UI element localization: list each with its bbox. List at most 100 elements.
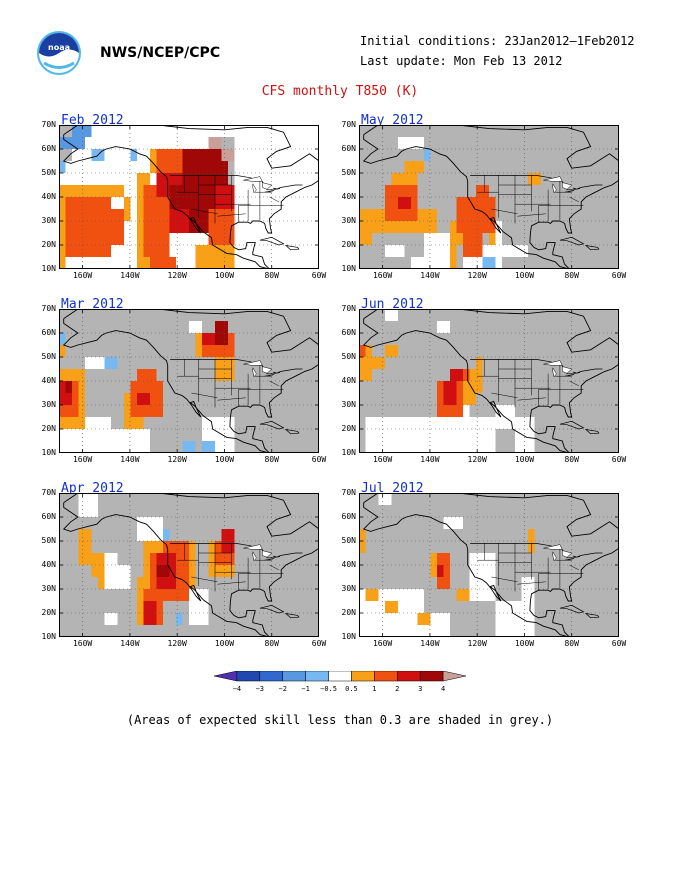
anomaly-cell-n05 (182, 441, 196, 453)
lat-tick-label: 50N (341, 352, 356, 361)
lat-tick-label: 60N (41, 328, 56, 337)
anomaly-cell-p05 (137, 221, 144, 269)
great-lake (262, 550, 273, 558)
great-lake (264, 190, 275, 193)
anomaly-cell-white (117, 565, 131, 589)
lat-tick-label: 40N (341, 560, 356, 569)
map-plot-jun (359, 309, 619, 453)
anomaly-cell-white (515, 417, 535, 453)
lat-tick-label: 30N (341, 400, 356, 409)
anomaly-cell-p2 (437, 565, 444, 577)
state-boundary (269, 564, 279, 571)
state-boundary (269, 380, 279, 387)
anomaly-cell-p05 (78, 529, 92, 565)
anomaly-cell-p3 (156, 565, 170, 577)
anomaly-cell-n05 (59, 161, 66, 173)
great-lake (243, 544, 263, 550)
panel-may: May 2012 70N 60N 50N 40N 30N 20N 10N 160W 140W 12… (342, 113, 629, 293)
national-border (470, 359, 603, 375)
coastline (62, 309, 319, 453)
legend-tick-label: −1 (301, 685, 309, 693)
anomaly-cell-n1 (59, 137, 72, 149)
great-lake (552, 366, 557, 378)
state-boundary (191, 576, 218, 583)
anomaly-cell-n05 (59, 333, 66, 345)
state-boundary (217, 581, 246, 585)
anomaly-cell-n05 (424, 149, 431, 161)
coastline (62, 125, 319, 269)
cuba-outline (559, 420, 585, 430)
legend-swatch (236, 671, 261, 682)
anomaly-cell-p05 (359, 233, 372, 245)
anomaly-cell-white (437, 321, 450, 333)
anomaly-cell-p1 (359, 345, 366, 357)
lon-tick-label: 60W (611, 271, 627, 280)
national-border (170, 175, 303, 191)
lat-tick-label: 50N (41, 352, 56, 361)
state-boundary (491, 208, 518, 215)
lon-tick-label: 160W (372, 271, 393, 280)
lat-tick-label: 70N (41, 120, 56, 129)
lat-tick-label: 20N (41, 424, 56, 433)
great-lake (562, 550, 573, 558)
state-boundary (269, 196, 279, 203)
anomaly-cell-n1 (85, 125, 92, 137)
panel-mar: Mar 2012 70N 60N 50N 40N 30N 20N 10N 160W 140W 12… (42, 297, 329, 477)
lat-tick-label: 60N (341, 512, 356, 521)
figure-title: CFS monthly T850 (K) (261, 84, 419, 99)
great-lake (572, 187, 581, 190)
anomaly-cell-white (385, 245, 405, 257)
anomaly-cell-p1 (111, 209, 124, 245)
lat-tick-label: 50N (41, 168, 56, 177)
lat-tick-label: 30N (41, 216, 56, 225)
lon-tick-label: 120W (167, 271, 187, 280)
lon-tick-label: 160W (72, 639, 93, 648)
lat-tick-label: 70N (341, 120, 356, 129)
lat-tick-label: 70N (341, 304, 356, 313)
lon-tick-label: 100W (514, 639, 535, 648)
legend-tick-label: 2 (395, 685, 399, 693)
national-border (170, 359, 303, 375)
cuba-outline (259, 420, 285, 430)
anomaly-cell-p3 (208, 173, 228, 185)
last-update: Last update: Mon Feb 13 2012 (360, 54, 563, 68)
legend-swatch (442, 671, 467, 682)
legend-tick-label: −2 (279, 685, 287, 693)
legend-swatch (374, 671, 398, 682)
legend-tick-label: 4 (441, 685, 445, 693)
national-border (470, 543, 603, 559)
lon-tick-label: 140W (120, 455, 140, 464)
anomaly-cell-p1 (208, 209, 235, 245)
lon-tick-label: 120W (467, 455, 487, 464)
anomaly-cell-n1 (72, 125, 85, 149)
cuba-outline (259, 236, 285, 246)
anomaly-cell-p05 (124, 197, 131, 221)
anomaly-cell-white (424, 233, 450, 269)
anomaly-cell-white (378, 493, 392, 505)
map-plot-feb (59, 125, 319, 269)
coastline (62, 493, 319, 637)
state-boundary (517, 397, 546, 401)
lon-tick-label: 100W (214, 455, 235, 464)
panel-jul: Jul 2012 70N 60N 50N 40N 30N 20N 10N 160W 140W 12… (342, 481, 629, 661)
lon-tick-label: 60W (611, 639, 627, 648)
anomaly-cell-p05 (417, 613, 431, 625)
lon-tick-label: 160W (72, 455, 93, 464)
noaa-logo: noaa (37, 31, 81, 75)
great-lake (572, 555, 581, 558)
lat-tick-label: 30N (341, 216, 356, 225)
great-lake (272, 555, 281, 558)
lat-tick-label: 40N (341, 192, 356, 201)
map-plot-may (359, 125, 619, 269)
state-boundary (517, 213, 546, 217)
anomaly-cell-n05 (130, 149, 137, 161)
great-lake (572, 371, 581, 374)
state-boundary (491, 392, 518, 399)
anomaly-cell-p2 (443, 381, 457, 405)
anomaly-cell-p2 (398, 197, 411, 209)
skill-note: (Areas of expected skill less than 0.3 a… (126, 713, 554, 727)
state-boundary (569, 380, 579, 387)
state-boundary (217, 213, 246, 217)
lon-tick-label: 140W (420, 455, 440, 464)
state-boundary (191, 208, 218, 215)
